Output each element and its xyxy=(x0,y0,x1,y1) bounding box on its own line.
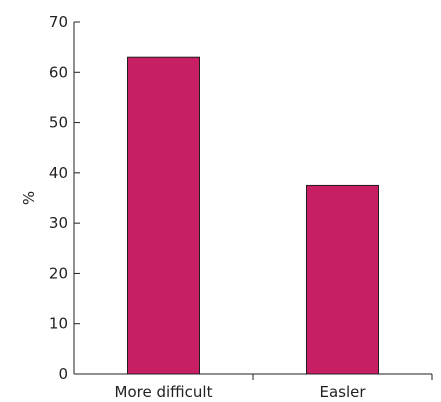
x-tick-label: More difficult xyxy=(115,383,213,401)
x-tick-label: Easler xyxy=(319,383,366,401)
y-tick-label: 30 xyxy=(49,214,68,232)
bar xyxy=(306,184,379,375)
y-tick-label: 70 xyxy=(49,13,68,31)
y-tick-label: 0 xyxy=(58,365,68,383)
x-ticks: More difficult Easler xyxy=(115,374,433,401)
bars-layer xyxy=(127,56,379,375)
y-tick-label: 60 xyxy=(49,63,68,81)
y-tick-label: 40 xyxy=(49,164,68,182)
y-axis-label: % xyxy=(20,191,38,205)
y-tick-label: 50 xyxy=(49,114,68,132)
y-tick-label: 10 xyxy=(49,315,68,333)
bar xyxy=(127,56,200,375)
y-ticks: 0 10 20 30 40 50 60 70 xyxy=(49,13,80,383)
y-tick-label: 20 xyxy=(49,264,68,282)
